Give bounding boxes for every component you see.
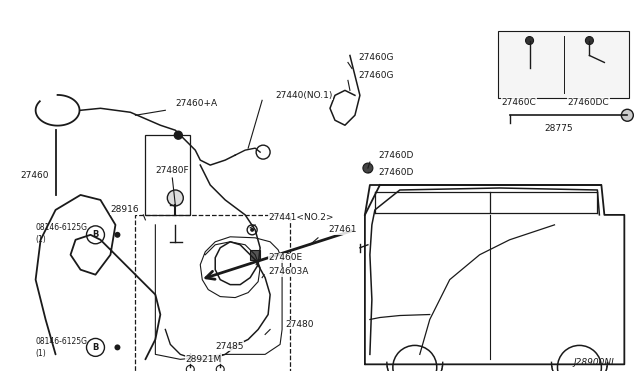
Circle shape: [621, 109, 634, 121]
Text: 27460C: 27460C: [502, 98, 536, 107]
Bar: [145, 135, 190, 215]
Bar: [250, 250, 260, 260]
Text: 27480F: 27480F: [156, 166, 189, 174]
Circle shape: [115, 344, 120, 350]
Text: 27460G: 27460G: [358, 71, 394, 80]
Text: 27440(NO.1): 27440(NO.1): [275, 91, 332, 100]
Text: J28900NL: J28900NL: [573, 358, 616, 367]
Text: 274603A: 274603A: [268, 267, 308, 276]
Text: 08146-6125G: 08146-6125G: [36, 223, 88, 232]
Text: (1): (1): [36, 349, 46, 358]
Text: 27441<NO.2>: 27441<NO.2>: [268, 214, 333, 222]
Text: 27460+A: 27460+A: [175, 99, 218, 108]
Text: 27460: 27460: [20, 170, 49, 180]
Text: B: B: [92, 230, 99, 239]
Bar: [498, 31, 629, 98]
Text: 28921M: 28921M: [186, 355, 221, 364]
Text: 27460D: 27460D: [378, 151, 413, 160]
Circle shape: [586, 36, 593, 45]
Text: 27480: 27480: [285, 320, 314, 329]
Circle shape: [115, 232, 120, 238]
Circle shape: [525, 36, 534, 45]
Text: B: B: [92, 343, 99, 352]
Circle shape: [86, 339, 104, 356]
Text: 27485: 27485: [215, 342, 244, 351]
Text: 27460E: 27460E: [268, 253, 302, 262]
Circle shape: [167, 190, 183, 206]
Text: 08146-6125G: 08146-6125G: [36, 337, 88, 346]
Text: (1): (1): [36, 235, 46, 244]
Circle shape: [174, 131, 182, 139]
Text: 27461: 27461: [328, 225, 356, 234]
Circle shape: [86, 226, 104, 244]
Text: 27460DC: 27460DC: [568, 98, 609, 107]
Circle shape: [363, 163, 373, 173]
Text: 28916: 28916: [111, 205, 139, 214]
Circle shape: [250, 228, 254, 232]
Bar: [136, 215, 290, 372]
Text: 28775: 28775: [545, 124, 573, 133]
Text: 27460D: 27460D: [378, 167, 413, 177]
Text: 27460G: 27460G: [358, 53, 394, 62]
